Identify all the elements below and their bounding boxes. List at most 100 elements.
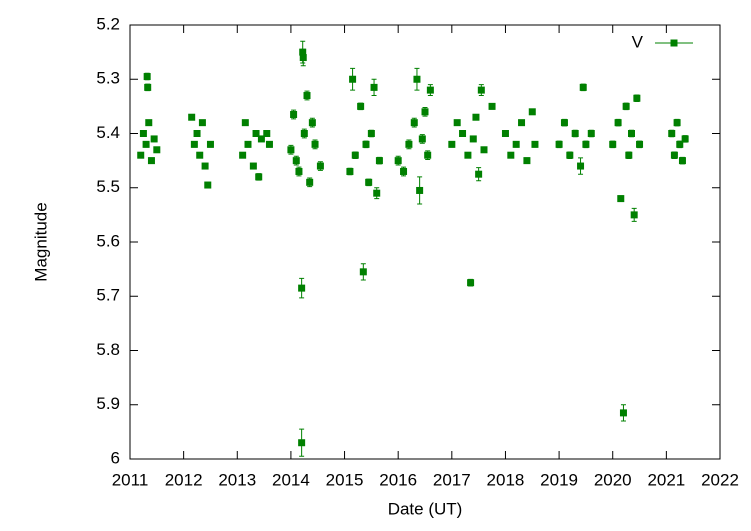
marker bbox=[201, 162, 209, 170]
data-point bbox=[501, 130, 509, 137]
marker bbox=[571, 130, 579, 137]
legend-label: V bbox=[632, 32, 644, 51]
data-point bbox=[448, 140, 456, 148]
marker bbox=[418, 135, 426, 143]
data-point bbox=[587, 129, 595, 138]
data-point bbox=[394, 155, 402, 166]
marker bbox=[421, 108, 429, 116]
data-point bbox=[144, 83, 152, 92]
marker bbox=[636, 140, 644, 148]
data-point bbox=[198, 119, 206, 127]
data-point bbox=[617, 195, 625, 203]
data-point bbox=[625, 151, 633, 159]
marker bbox=[292, 157, 300, 165]
data-point bbox=[528, 108, 536, 116]
y-tick-label: 5.6 bbox=[96, 231, 120, 250]
data-point bbox=[316, 161, 324, 171]
data-point bbox=[145, 119, 153, 127]
marker bbox=[244, 140, 252, 148]
data-point bbox=[303, 90, 311, 101]
data-point bbox=[469, 135, 477, 143]
x-tick-label: 2015 bbox=[326, 470, 364, 489]
data-point bbox=[204, 181, 212, 189]
plot-frame bbox=[129, 24, 721, 460]
data-point bbox=[614, 118, 622, 127]
data-point bbox=[424, 150, 432, 161]
marker bbox=[416, 186, 424, 194]
marker bbox=[255, 173, 263, 181]
data-point bbox=[459, 130, 467, 137]
data-point bbox=[523, 157, 531, 165]
data-point bbox=[555, 140, 563, 149]
data-point bbox=[298, 428, 306, 457]
marker bbox=[577, 162, 585, 170]
data-point bbox=[351, 151, 359, 159]
marker bbox=[582, 140, 590, 148]
marker bbox=[257, 135, 265, 143]
marker bbox=[531, 140, 539, 148]
x-tick-label: 2013 bbox=[218, 470, 256, 489]
data-point bbox=[370, 78, 378, 97]
marker bbox=[299, 48, 307, 56]
marker bbox=[501, 130, 509, 137]
data-point bbox=[263, 130, 271, 137]
data-point bbox=[453, 119, 461, 127]
data-point bbox=[405, 139, 413, 150]
marker bbox=[469, 135, 477, 143]
marker bbox=[359, 268, 367, 276]
marker bbox=[413, 75, 421, 83]
marker bbox=[139, 130, 147, 137]
marker bbox=[459, 130, 467, 137]
data-point bbox=[560, 118, 568, 127]
x-tick-label: 2016 bbox=[379, 470, 417, 489]
marker bbox=[300, 130, 308, 137]
marker bbox=[375, 157, 383, 165]
x-tick-label: 2011 bbox=[112, 470, 149, 489]
marker bbox=[426, 86, 434, 94]
marker bbox=[241, 119, 249, 127]
marker bbox=[405, 140, 413, 148]
data-point bbox=[673, 118, 681, 127]
data-point bbox=[265, 140, 273, 148]
data-point bbox=[139, 130, 147, 137]
marker bbox=[263, 130, 271, 137]
data-point bbox=[239, 151, 247, 159]
marker bbox=[206, 140, 214, 148]
marker bbox=[357, 102, 365, 110]
data-point bbox=[507, 151, 515, 159]
marker bbox=[373, 189, 381, 197]
marker bbox=[249, 162, 257, 170]
x-tick-label: 2019 bbox=[540, 470, 578, 489]
data-point bbox=[143, 72, 151, 81]
data-point bbox=[365, 178, 373, 187]
data-point bbox=[287, 144, 295, 155]
data-point bbox=[416, 176, 424, 205]
y-tick-label: 5.9 bbox=[96, 394, 120, 413]
marker bbox=[523, 157, 531, 165]
data-point bbox=[410, 117, 418, 128]
marker bbox=[239, 151, 247, 159]
x-tick-label: 2014 bbox=[272, 470, 310, 489]
data-point bbox=[512, 140, 520, 148]
marker bbox=[622, 102, 630, 110]
data-point bbox=[418, 134, 426, 144]
marker bbox=[370, 83, 378, 91]
marker bbox=[362, 140, 370, 148]
data-point bbox=[628, 129, 635, 138]
marker bbox=[488, 102, 496, 110]
marker bbox=[190, 140, 198, 148]
marker bbox=[198, 119, 206, 127]
marker bbox=[295, 167, 303, 175]
y-tick-label: 5.3 bbox=[96, 69, 120, 88]
marker bbox=[287, 146, 295, 154]
marker bbox=[681, 135, 689, 143]
marker bbox=[311, 140, 319, 148]
data-point bbox=[566, 151, 574, 159]
marker bbox=[617, 195, 625, 203]
data-point bbox=[668, 129, 676, 138]
marker bbox=[308, 119, 316, 127]
data-point bbox=[413, 67, 421, 91]
y-tick-label: 6 bbox=[111, 448, 120, 467]
y-axis-label: Magnitude bbox=[31, 202, 50, 281]
data-point bbox=[292, 155, 300, 166]
